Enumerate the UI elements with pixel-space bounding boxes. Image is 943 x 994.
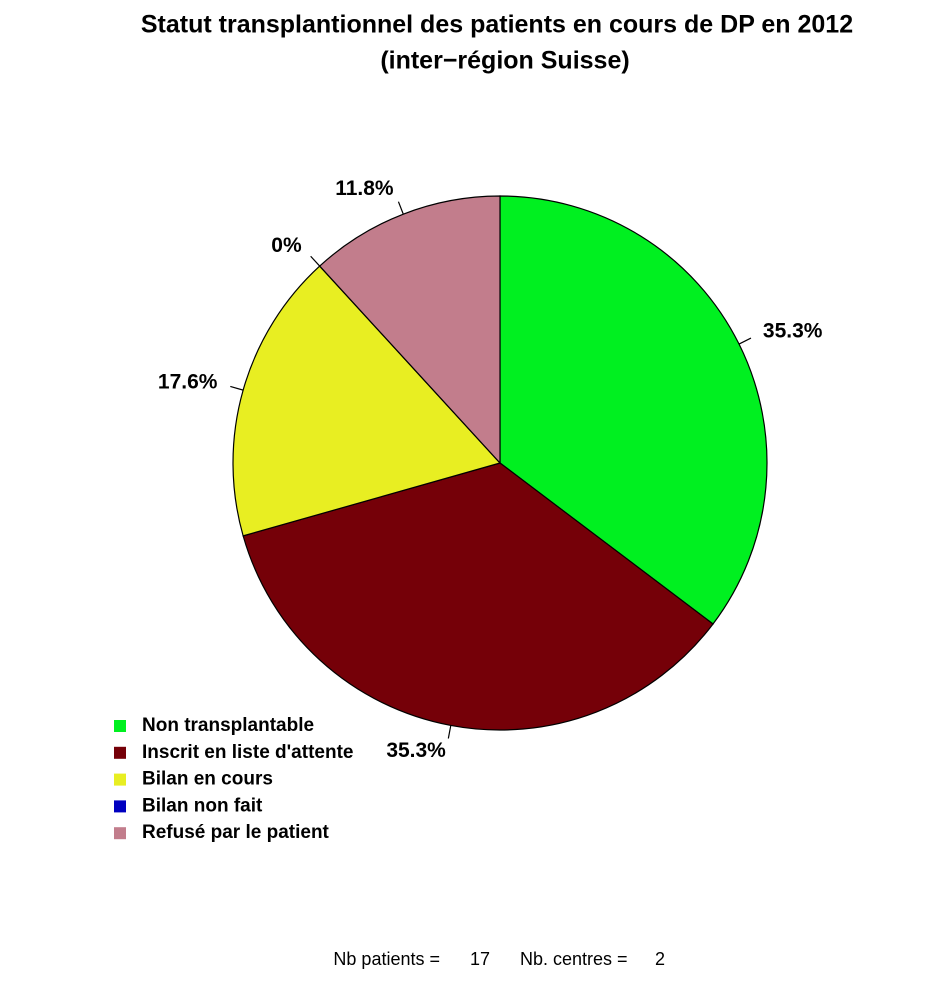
footer-value: 17: [470, 949, 490, 969]
pie-slice: [499, 195, 768, 625]
legend-swatch: [114, 746, 126, 759]
footer-label: Nb patients =: [333, 949, 440, 969]
footer-label: Nb. centres =: [520, 949, 628, 969]
legend-label: Refusé par le patient: [142, 822, 330, 843]
label-tick: [230, 385, 244, 391]
legend-swatch: [114, 800, 126, 813]
legend-label: Bilan en cours: [142, 769, 273, 790]
label-tick: [310, 255, 321, 267]
legend-swatch: [114, 773, 126, 786]
value-label: 11.8%: [335, 177, 394, 200]
pie-slice: [318, 195, 501, 465]
chart-subtitle: (inter−région Suisse): [380, 47, 629, 75]
label-tick: [447, 725, 452, 739]
pie-slice: [242, 462, 714, 731]
legend-swatch: [114, 720, 126, 732]
pie-slice: [232, 265, 502, 537]
value-label: 0%: [271, 234, 302, 257]
legend-swatch: [114, 827, 126, 840]
legend-label: Non transplantable: [142, 715, 314, 736]
value-label: 35.3%: [763, 320, 823, 343]
chart-title: Statut transplantionnel des patients en …: [141, 11, 853, 39]
value-label: 17.6%: [158, 370, 218, 393]
legend-label: Bilan non fait: [142, 795, 263, 816]
legend-label: Inscrit en liste d'attente: [142, 742, 353, 763]
label-tick: [738, 337, 752, 345]
label-tick: [397, 201, 404, 215]
footer-value: 2: [655, 949, 665, 969]
value-label: 35.3%: [386, 739, 446, 762]
